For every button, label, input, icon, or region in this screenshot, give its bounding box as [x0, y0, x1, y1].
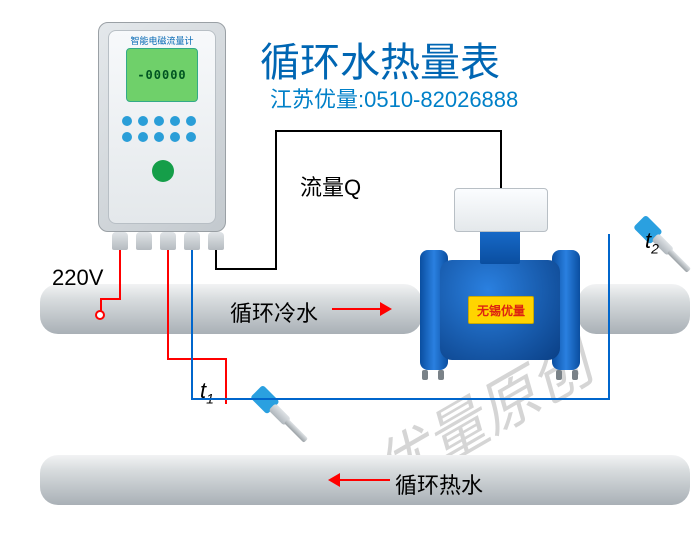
- meter-button: [138, 116, 148, 126]
- meter-button: [170, 116, 180, 126]
- cable-gland: [160, 232, 176, 250]
- t2-wire: [191, 398, 610, 400]
- signal-wire: [275, 130, 277, 270]
- meter-button: [154, 116, 164, 126]
- cold-water-label: 循环冷水: [230, 296, 318, 328]
- meter-header: 智能电磁流量计: [112, 34, 212, 47]
- vendor-phone: 江苏优量:0510-82026888: [270, 82, 518, 114]
- hot-arrow: [340, 479, 390, 481]
- meter-lcd: -00000: [126, 48, 198, 102]
- meter-logo-icon: [152, 160, 174, 182]
- nameplate-text: 无锡优量: [477, 302, 525, 319]
- cable-gland: [112, 232, 128, 250]
- meter-button: [170, 132, 180, 142]
- lcd-readout: -00000: [137, 68, 186, 82]
- hot-arrow-head: [328, 473, 340, 487]
- meter-button: [122, 132, 132, 142]
- power-label: 220V: [52, 265, 103, 291]
- flowmeter-nameplate: 无锡优量: [468, 296, 534, 324]
- t2-label: t2: [645, 228, 659, 256]
- signal-wire: [500, 130, 502, 188]
- signal-wire: [215, 268, 275, 270]
- flowmeter-head: [454, 188, 548, 232]
- t1-label: t1: [200, 378, 214, 406]
- cold-arrow-head: [380, 302, 392, 316]
- power-plug-icon: [95, 310, 105, 320]
- cold-arrow: [332, 308, 382, 310]
- power-wire: [119, 250, 121, 300]
- cable-gland: [184, 232, 200, 250]
- flow-q-label: 流量Q: [300, 170, 361, 202]
- meter-button: [122, 116, 132, 126]
- signal-wire: [215, 250, 217, 270]
- cable-gland: [208, 232, 224, 250]
- hot-water-label: 循环热水: [395, 468, 483, 500]
- page-title: 循环水热量表: [260, 30, 500, 88]
- t1-wire: [167, 358, 227, 360]
- t2-wire: [191, 250, 193, 400]
- meter-button: [154, 132, 164, 142]
- power-wire: [100, 298, 120, 300]
- t2-wire: [608, 234, 610, 400]
- cable-gland: [136, 232, 152, 250]
- t1-wire: [167, 250, 169, 360]
- signal-wire: [275, 130, 501, 132]
- meter-button: [186, 132, 196, 142]
- flange-bolts: [420, 370, 580, 380]
- meter-button: [138, 132, 148, 142]
- meter-button: [186, 116, 196, 126]
